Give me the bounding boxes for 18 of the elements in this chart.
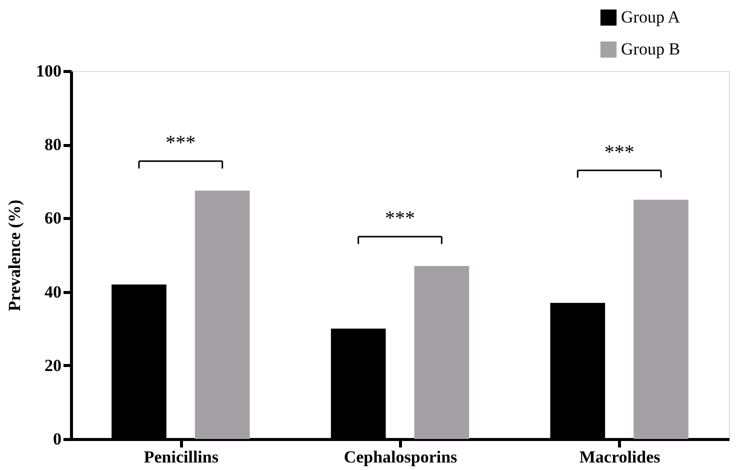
y-tick-label: 100 [36,62,62,80]
annotation: *** [385,208,415,230]
bar [194,190,250,439]
annotation: *** [604,141,634,164]
bar [634,200,688,439]
x-tick-label: Penicillins [144,448,219,466]
x-tick-label: Macrolides [579,448,661,466]
y-tick-label: 40 [44,282,62,302]
y-axis-title: Prevalence (%) [5,200,24,312]
y-tick-label: 60 [44,208,62,228]
y-tick-label: 20 [44,356,62,375]
y-tick-label: 80 [44,135,62,154]
legend-label: Group A [621,8,681,26]
legend-label: Group B [621,40,680,58]
annotation: *** [166,132,196,154]
y-tick-label: 0 [53,430,62,448]
bar [414,266,470,439]
x-tick-label: Cephalosporins [344,448,458,466]
